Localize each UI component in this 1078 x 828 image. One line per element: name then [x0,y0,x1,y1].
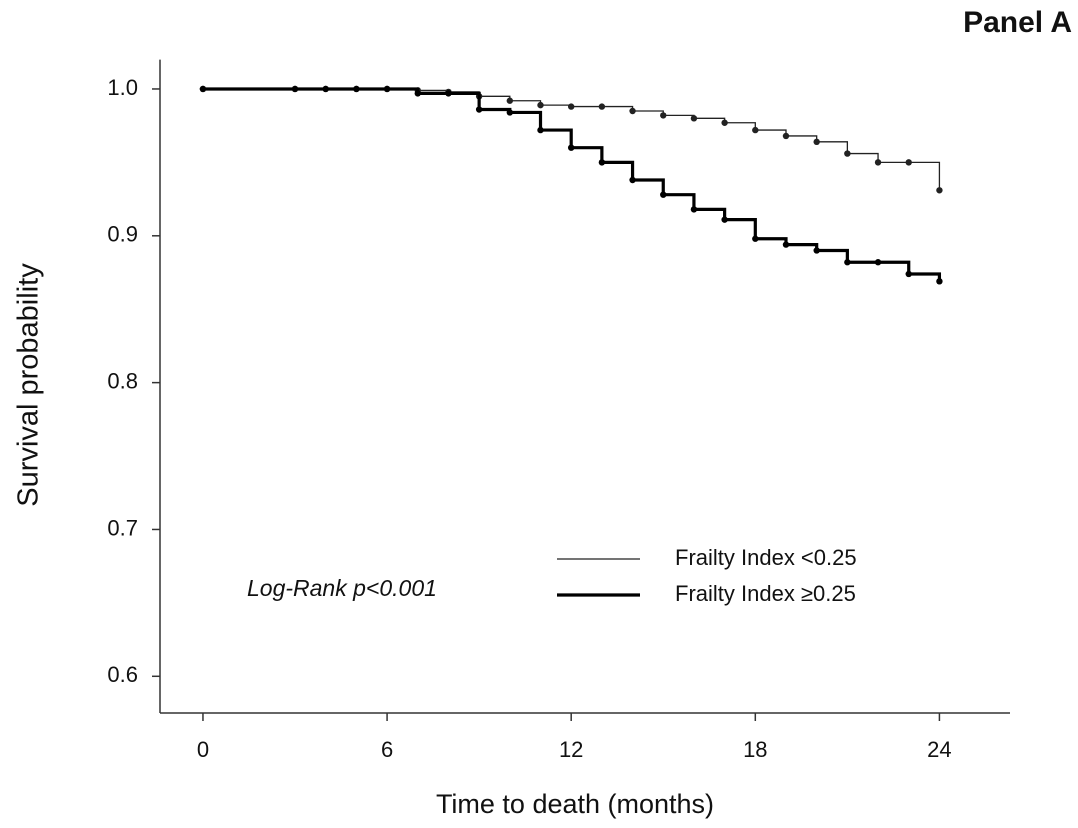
censor-mark [752,235,759,242]
survival-step [509,100,542,106]
survival-step [724,218,757,239]
censor-mark [353,85,360,93]
survival-step [785,135,818,142]
censor-mark [567,103,575,110]
y-tick-label: 0.9 [107,222,138,247]
survival-step [601,160,635,181]
survival-step [632,110,664,116]
censor-mark [598,159,606,166]
censor-mark [567,144,575,151]
survival-step [540,104,572,107]
censor-mark [475,106,483,113]
censor-mark [291,85,299,93]
censor-mark [721,216,728,223]
survival-step [816,141,849,154]
censor-mark [445,90,452,97]
y-tick-label: 0.6 [107,662,138,687]
y-tick-label: 1.0 [107,75,138,100]
censor-mark [537,126,544,134]
censor-mark [905,159,912,166]
censor-mark [322,85,329,93]
censor-mark [629,107,636,115]
censor-mark [629,176,636,184]
survival-step [908,272,942,282]
censor-mark [598,103,606,110]
censor-mark [874,159,882,166]
censor-mark [660,112,667,119]
x-tick-label: 24 [927,737,951,762]
y-tick-label: 0.8 [107,368,138,393]
panel-label: Panel A [963,6,1072,39]
survival-step [785,243,819,251]
censor-mark [506,109,514,116]
survival-step [755,129,787,136]
censor-mark [414,90,421,97]
survival-step [509,110,543,131]
legend-label: Frailty Index <0.25 [675,545,857,570]
censor-mark [936,187,943,194]
survival-step [724,122,756,131]
censor-mark [199,85,207,93]
survival-step [816,248,849,263]
censor-mark [813,247,820,254]
survival-step [571,146,604,163]
censor-mark [844,259,851,266]
survival-step [908,161,941,191]
x-tick-label: 12 [559,737,583,762]
survival-step [663,114,695,119]
survival-step [417,89,450,92]
censor-mark [905,270,912,278]
censor-mark [782,241,790,248]
annotation: Log-Rank p<0.001 [247,575,437,601]
x-tick-label: 6 [381,737,393,762]
survival-step [448,91,481,110]
censor-mark [721,119,728,126]
x-tick-label: 18 [743,737,767,762]
censor-mark [660,191,667,198]
survival-step [632,178,665,195]
censor-mark [690,206,698,213]
censor-mark [813,138,820,146]
censor-mark [537,101,544,109]
censor-mark [874,259,882,266]
survival-step [693,117,726,123]
y-tick-label: 0.7 [107,515,138,540]
x-tick-label: 0 [197,737,209,762]
censor-mark [782,132,790,140]
censor-mark [936,278,943,285]
survival-step [693,207,727,220]
survival-step [479,107,512,113]
survival-step [847,152,879,163]
censor-mark [752,126,759,134]
survival-step [663,193,696,210]
censor-mark [844,150,851,157]
survival-step [878,260,911,274]
x-axis-label: Time to death (months) [436,789,714,819]
censor-mark [383,85,391,93]
survival-step [755,237,788,245]
survival-step [387,87,420,94]
censor-mark [690,115,698,122]
censor-mark [506,97,514,104]
y-axis-label: Survival probability [13,263,45,507]
legend-label: Frailty Index ≥0.25 [675,581,856,606]
survival-step [479,95,511,101]
survival-step [540,128,573,148]
survival-step [601,105,634,111]
